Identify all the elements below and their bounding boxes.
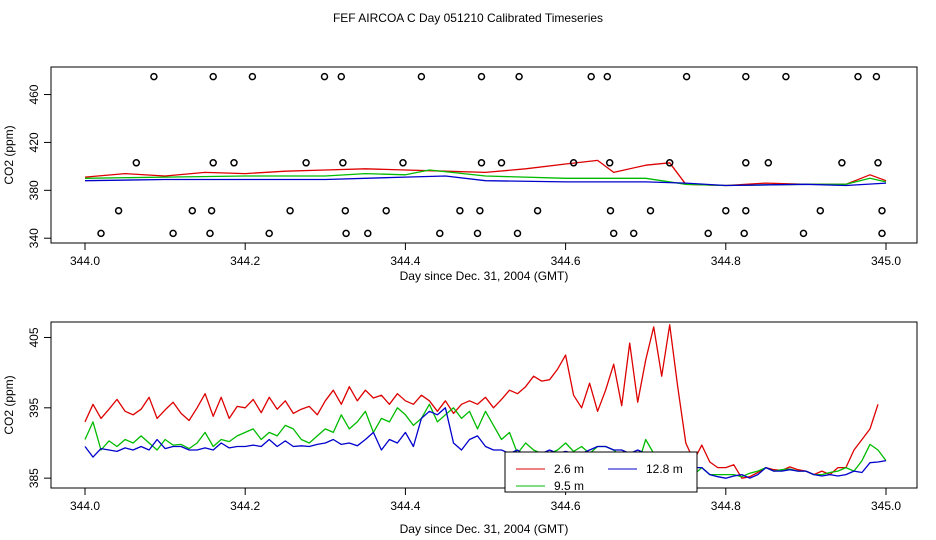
calibration-point [764, 159, 773, 167]
calibration-point [206, 229, 214, 238]
calibration-point [878, 229, 886, 238]
calibration-point [97, 229, 105, 238]
top-x-tick-label: 344.0 [70, 254, 100, 268]
calibration-point [742, 159, 750, 167]
bottom-y-axis-label: CO2 (ppm) [2, 375, 16, 434]
calibration-point [337, 72, 346, 81]
calibration-point [230, 159, 238, 167]
top-y-tick-label: 460 [27, 84, 41, 104]
bottom-panel: 344.0 344.2 344.4 344.6 344.8 345.0385395405 … [2, 321, 918, 536]
calibration-point [603, 72, 612, 81]
bottom-plot-frame [50, 321, 918, 489]
top-y-tick-label: 340 [27, 228, 41, 248]
top-x-tick-label: 344.8 [711, 254, 741, 268]
bottom-x-tick-label: 345.0 [871, 499, 901, 513]
calibration-point [609, 229, 618, 238]
top-x-tick-label: 344.4 [390, 254, 420, 268]
calibration-point [513, 229, 522, 238]
calibration-point [704, 229, 712, 238]
calibration-point [587, 72, 595, 81]
calibration-point [150, 72, 158, 81]
calibration-point [477, 159, 486, 167]
calibration-point [878, 206, 886, 215]
calibration-point [132, 159, 141, 167]
calibration-point [854, 72, 862, 81]
bottom-series-line-9-5-m [84, 403, 887, 479]
calibration-point [399, 159, 407, 167]
bottom-y-tick-label: 405 [27, 327, 41, 347]
calibration-point [207, 206, 216, 215]
legend-label-9-5m: 9.5 m [554, 479, 584, 493]
calibration-point [782, 72, 790, 81]
calibration-point [497, 159, 506, 167]
calibration-point [569, 159, 578, 167]
calibration-point [209, 72, 217, 81]
top-series-line-12-8-m [84, 175, 887, 187]
top-x-tick-label: 344.2 [230, 254, 260, 268]
calibration-point [646, 206, 655, 215]
calibration-point [302, 159, 310, 167]
bottom-x-axis-label: Day since Dec. 31, 2004 (GMT) [400, 522, 569, 536]
calibration-point [742, 206, 750, 215]
calibration-point [476, 206, 484, 215]
calibration-point [286, 206, 294, 215]
calibration-point [436, 229, 444, 238]
calibration-point [742, 72, 750, 81]
bottom-x-tick-label: 344.0 [70, 499, 100, 513]
top-x-axis-label: Day since Dec. 31, 2004 (GMT) [400, 269, 569, 283]
top-y-tick-label: 420 [27, 132, 41, 152]
bottom-x-tick-label: 344.6 [551, 499, 581, 513]
calibration-point [209, 159, 217, 167]
calibration-point [722, 206, 730, 215]
calibration-point [515, 72, 523, 81]
calibration-point [169, 229, 177, 238]
top-series-line-2-6-m [84, 159, 887, 187]
calibration-point [248, 72, 257, 81]
top-x-tick-label: 344.6 [551, 254, 581, 268]
top-plot-frame [50, 66, 918, 244]
bottom-x-tick-label: 344.2 [230, 499, 260, 513]
chart-title: FEF AIRCOA C Day 051210 Calibrated Times… [333, 11, 603, 25]
bottom-y-tick-label: 385 [27, 468, 41, 488]
legend-label-12-8m: 12.8 m [646, 462, 683, 476]
calibration-point [364, 229, 372, 238]
calibration-point [682, 72, 691, 81]
calibration-point [417, 72, 426, 81]
top-panel: 344.0 344.2 344.4 344.6 344.8 345.0 340 380 420 4… [2, 66, 918, 283]
calibration-point [665, 159, 674, 167]
top-y-axis-label: CO2 (ppm) [2, 125, 16, 184]
calibration-point [477, 72, 486, 81]
calibration-point [605, 159, 614, 167]
calibration-point [872, 72, 881, 81]
calibration-point [473, 229, 482, 238]
calibration-point [456, 206, 464, 215]
calibration-point [533, 206, 542, 215]
calibration-point [874, 159, 882, 167]
calibration-point [341, 206, 350, 215]
legend-label-2-6m: 2.6 m [554, 462, 584, 476]
calibration-point [320, 72, 329, 81]
legend-box [504, 451, 698, 493]
bottom-series-line-2-6-m [84, 324, 879, 479]
top-y-tick-label: 380 [27, 180, 41, 200]
calibration-point [188, 206, 197, 215]
bottom-series-line-12-8-m [84, 407, 887, 479]
calibration-point [838, 159, 846, 167]
calibration-point [382, 206, 390, 215]
calibration-point [265, 229, 273, 238]
legend: 2.6 m 12.8 m 9.5 m [504, 451, 698, 493]
calibration-point [342, 229, 350, 238]
calibration-point [740, 229, 748, 238]
top-x-tick-label: 345.0 [871, 254, 901, 268]
calibration-point [799, 229, 808, 238]
bottom-y-tick-label: 395 [27, 397, 41, 417]
calibration-point [606, 206, 615, 215]
calibration-point [629, 229, 638, 238]
calibration-point [114, 206, 123, 215]
bottom-x-tick-label: 344.8 [711, 499, 741, 513]
calibration-point [816, 206, 825, 215]
calibration-point [339, 159, 347, 167]
bottom-x-tick-label: 344.4 [390, 499, 420, 513]
